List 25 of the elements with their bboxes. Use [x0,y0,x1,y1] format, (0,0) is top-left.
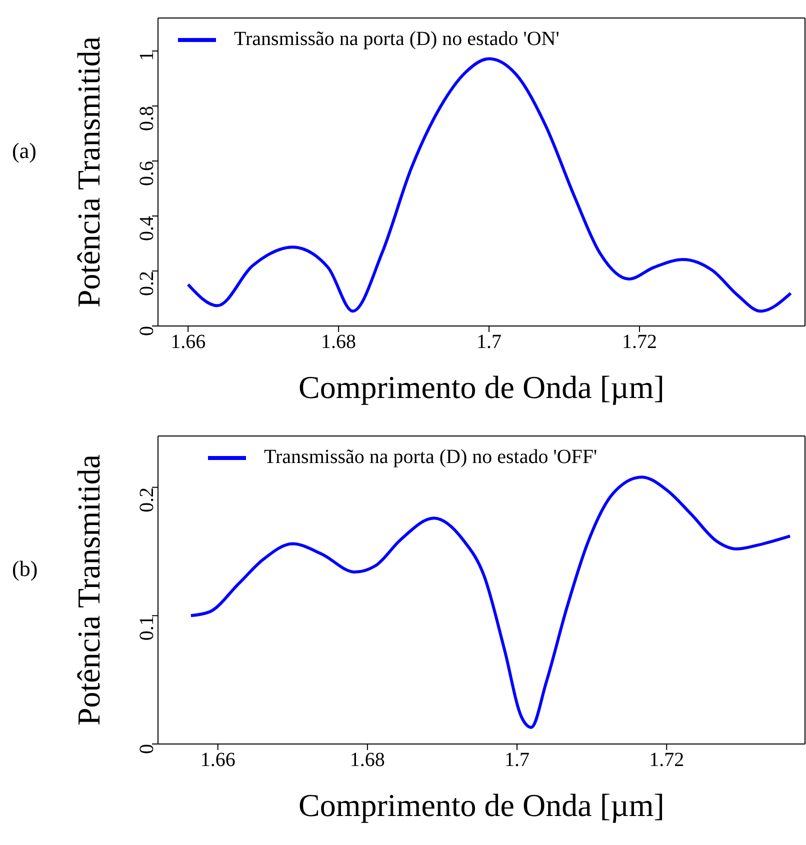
x-tick-label: 1.68 [321,331,356,354]
x-tick-label: 1.66 [200,749,236,772]
x-tick-label: 1.68 [350,749,385,772]
y-tick-label: 0 [136,744,158,754]
y-tick-label: 0.6 [136,161,158,186]
y-tick-label: 0.8 [136,106,158,131]
x-axis-title: Comprimento de Onda [µm] [298,787,664,823]
y-tick-label: 1 [136,51,158,61]
y-tick-label: 0.1 [136,616,158,641]
y-tick-label: 0.4 [136,216,158,241]
legend-label: Transmissão na porta (D) no estado 'OFF' [264,446,598,469]
y-axis-title: Potência Transmitida [70,36,106,308]
text: (a) [12,138,36,164]
y-tick-label: 0.2 [136,487,158,512]
x-tick-label: 1.72 [649,749,684,772]
x-tick-label: 1.72 [622,331,657,354]
x-axis-title: Comprimento de Onda [µm] [298,369,664,405]
y-tick-label: 0 [136,326,158,336]
x-tick-label: 1.66 [170,331,206,354]
y-tick-label: 0.2 [136,271,158,296]
x-tick-label: 1.7 [504,749,530,772]
x-tick-label: 1.7 [476,331,502,354]
y-axis-title: Potência Transmitida [70,454,106,726]
text: (b) [12,556,38,582]
legend-label: Transmissão na porta (D) no estado 'ON' [234,28,560,51]
